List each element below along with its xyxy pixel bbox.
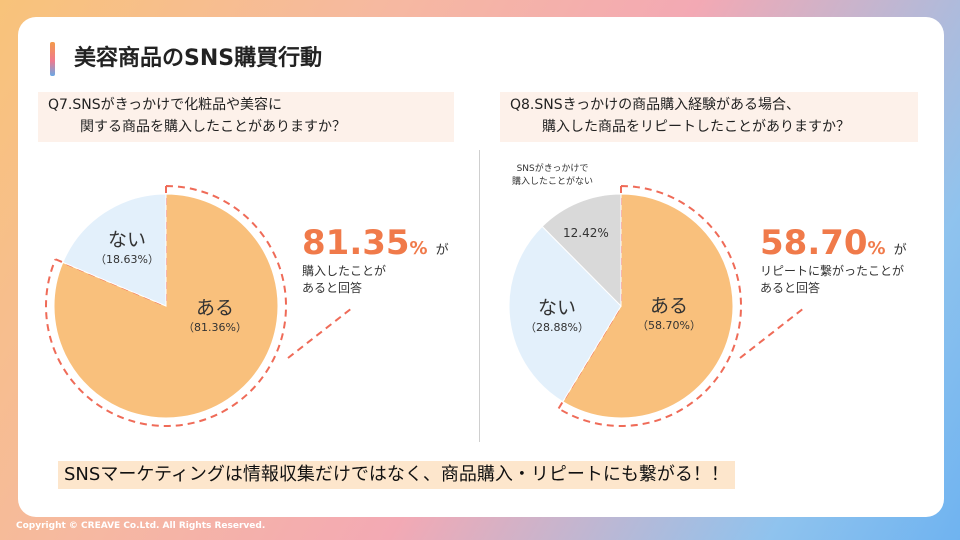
q7-slice-aru-label: ある （81.36%） <box>183 296 247 336</box>
question-q8: Q8.SNSきっかけの商品購入経験がある場合、 購入した商品をリピートしたことが… <box>500 92 918 142</box>
q8-aru-pct: （58.70%） <box>637 319 701 332</box>
q7-nai-text: ない <box>107 229 146 251</box>
q8-highlight-suffix: が <box>893 243 907 258</box>
question-q7: Q7.SNSがきっかけで化粧品や美容に 関する商品を購入したことがありますか？ <box>38 92 454 142</box>
title-accent-bar <box>50 42 55 76</box>
q8-slice-aru-label: ある （58.70%） <box>637 294 701 334</box>
q8-none-pct: 12.42% <box>563 226 609 240</box>
question-q8-line1: Q8.SNSきっかけの商品購入経験がある場合、 <box>510 97 801 113</box>
q7-highlight-suffix: が <box>435 243 449 258</box>
question-q7-line2: 関する商品を購入したことがありますか？ <box>80 119 346 135</box>
q7-highlight-unit: % <box>409 238 428 259</box>
q8-note: リピートに繋がったことが あると回答 <box>760 263 904 297</box>
q7-aru-text: ある <box>195 297 234 319</box>
question-q8-line2: 購入した商品をリピートしたことがありますか？ <box>542 119 850 135</box>
q8-none-caption-line2: 購入したことがない <box>512 177 594 187</box>
q8-pie-slice-2 <box>541 193 622 308</box>
q8-nai-pct: （28.88%） <box>525 321 589 334</box>
q7-nai-pct: （18.63%） <box>95 253 159 266</box>
q8-highlight-value: 58.70 <box>760 223 868 263</box>
question-q7-line1: Q7.SNSがきっかけで化粧品や美容に <box>48 97 283 113</box>
q7-slice-nai-label: ない （18.63%） <box>95 228 159 268</box>
q7-highlight: 81.35% が <box>302 226 449 260</box>
q8-none-caption-line1: SNSがきっかけで <box>516 164 589 174</box>
q7-aru-pct: （81.36%） <box>183 321 247 334</box>
q7-note-line1: 購入したことが <box>302 264 387 278</box>
q8-note-line2: あると回答 <box>760 281 821 295</box>
q8-highlight-unit: % <box>867 238 886 259</box>
page-title: 美容商品のSNS購買行動 <box>74 46 323 71</box>
q8-note-line1: リピートに繋がったことが <box>760 264 905 278</box>
q8-slice-none-caption: SNSがきっかけで 購入したことがない <box>512 163 593 189</box>
conclusion-banner: SNSマーケティングは情報収集だけではなく、商品購入・リピートにも繋がる！！ <box>58 461 735 489</box>
copyright-footer: Copyright © CREAVE Co.Ltd. All Rights Re… <box>16 521 266 531</box>
q8-pie-slice-1 <box>508 225 622 403</box>
q7-pie-callout-line <box>287 307 353 359</box>
q7-note-line2: あると回答 <box>302 281 363 295</box>
q8-aru-text: ある <box>649 295 688 317</box>
q8-pie-callout-line <box>739 307 805 359</box>
q7-highlight-value: 81.35 <box>302 223 410 263</box>
q8-highlight: 58.70% が <box>760 226 907 260</box>
q7-pie-slice-1 <box>62 193 167 307</box>
q7-note: 購入したことが あると回答 <box>302 263 386 297</box>
q8-nai-text: ない <box>537 297 576 319</box>
q8-pie-slice-0 <box>562 193 734 419</box>
q8-slice-nai-label: ない （28.88%） <box>525 296 589 336</box>
column-divider <box>479 150 480 442</box>
